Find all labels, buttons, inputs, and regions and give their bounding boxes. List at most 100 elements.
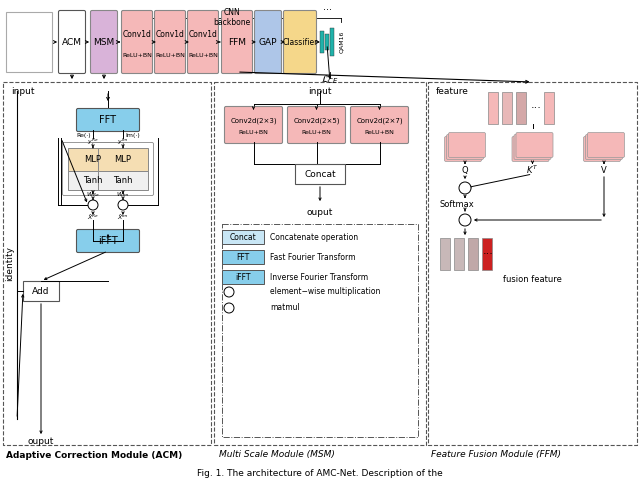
Text: ⊙: ⊙ <box>225 287 232 296</box>
FancyBboxPatch shape <box>514 134 551 160</box>
Text: ⊗: ⊗ <box>461 183 469 193</box>
Text: Feature Fusion Module (FFM): Feature Fusion Module (FFM) <box>431 450 561 459</box>
Text: element−wise multiplication: element−wise multiplication <box>270 287 380 296</box>
Circle shape <box>459 214 471 226</box>
Text: Softmax: Softmax <box>440 199 475 208</box>
Text: $W_{Re}$: $W_{Re}$ <box>86 191 100 199</box>
FancyBboxPatch shape <box>77 109 140 131</box>
Text: MLP: MLP <box>115 155 131 164</box>
Text: $y^{Im}$: $y^{Im}$ <box>117 137 129 147</box>
FancyBboxPatch shape <box>449 132 486 157</box>
Bar <box>325 34 329 50</box>
Text: iFFT: iFFT <box>98 236 118 246</box>
Text: $W_Q$: $W_Q$ <box>458 141 472 154</box>
Bar <box>502 92 512 124</box>
Text: MLP: MLP <box>84 155 102 164</box>
Text: ···: ··· <box>531 103 541 113</box>
Text: $\mathcal{L}_{CE}$: $\mathcal{L}_{CE}$ <box>321 74 339 87</box>
Text: input: input <box>11 87 35 96</box>
Bar <box>454 238 464 270</box>
Bar <box>320 31 324 53</box>
Text: ReLU+BN: ReLU+BN <box>301 130 332 135</box>
Text: Tanh: Tanh <box>83 176 103 185</box>
Bar <box>98 171 148 190</box>
Text: FFT: FFT <box>99 115 116 125</box>
Bar <box>222 270 264 284</box>
FancyBboxPatch shape <box>447 134 483 160</box>
Bar <box>544 92 554 124</box>
Text: MSM: MSM <box>93 37 115 46</box>
Text: FFT: FFT <box>236 252 250 261</box>
Circle shape <box>224 287 234 297</box>
Bar <box>222 250 264 264</box>
Text: Conv1d: Conv1d <box>123 30 152 39</box>
Text: Conv2d(2×7): Conv2d(2×7) <box>356 118 403 124</box>
Bar <box>482 238 492 270</box>
Text: Concat: Concat <box>304 170 336 178</box>
Text: ...: ... <box>323 2 332 12</box>
FancyBboxPatch shape <box>284 11 317 74</box>
Text: Multi Scale Module (MSM): Multi Scale Module (MSM) <box>219 450 335 459</box>
Text: Tanh: Tanh <box>113 176 132 185</box>
FancyBboxPatch shape <box>122 11 152 74</box>
Text: ACM: ACM <box>62 37 82 46</box>
FancyBboxPatch shape <box>588 132 625 157</box>
Text: ReLU+BN: ReLU+BN <box>365 130 394 135</box>
Circle shape <box>88 200 98 210</box>
Text: Conv1d: Conv1d <box>189 30 218 39</box>
Text: fusion feature: fusion feature <box>503 275 562 284</box>
FancyBboxPatch shape <box>287 107 346 143</box>
Text: Inverse Fourier Transform: Inverse Fourier Transform <box>270 272 368 282</box>
FancyBboxPatch shape <box>77 229 140 252</box>
Text: Fig. 1. The architecture of AMC-Net. Description of the: Fig. 1. The architecture of AMC-Net. Des… <box>197 469 443 478</box>
Text: Im(·): Im(·) <box>125 132 140 138</box>
FancyBboxPatch shape <box>586 134 623 160</box>
Text: FFM: FFM <box>228 37 246 46</box>
FancyBboxPatch shape <box>516 132 553 157</box>
Bar <box>440 238 450 270</box>
Text: ⊙: ⊙ <box>90 200 97 209</box>
Text: ReLU+BN: ReLU+BN <box>188 53 218 58</box>
Text: input: input <box>308 87 332 96</box>
FancyBboxPatch shape <box>225 107 282 143</box>
Text: Fast Fourier Transform: Fast Fourier Transform <box>270 252 355 261</box>
Bar <box>488 92 498 124</box>
Bar <box>222 230 264 244</box>
Text: $W_{Im}$: $W_{Im}$ <box>116 191 130 199</box>
Text: V: V <box>601 165 607 174</box>
Bar <box>295 164 345 184</box>
Bar <box>330 28 334 56</box>
Text: ⊙: ⊙ <box>120 200 127 209</box>
Text: iFFT: iFFT <box>236 272 251 282</box>
Text: ReLU+BN: ReLU+BN <box>155 53 185 58</box>
Circle shape <box>118 200 128 210</box>
Text: Q: Q <box>461 165 468 174</box>
Text: Concatenate operation: Concatenate operation <box>270 232 358 241</box>
Circle shape <box>459 182 471 194</box>
Text: $\hat{X}^{Im}$: $\hat{X}^{Im}$ <box>117 212 129 222</box>
FancyBboxPatch shape <box>351 107 408 143</box>
FancyBboxPatch shape <box>255 11 282 74</box>
Text: Re(·): Re(·) <box>76 132 91 138</box>
Text: GAP: GAP <box>259 37 277 46</box>
FancyBboxPatch shape <box>512 137 549 162</box>
FancyBboxPatch shape <box>154 11 186 74</box>
Circle shape <box>224 303 234 313</box>
Text: ouput: ouput <box>307 207 333 217</box>
Text: Adaptive Correction Module (ACM): Adaptive Correction Module (ACM) <box>6 450 182 459</box>
Text: Concat: Concat <box>230 232 257 241</box>
FancyBboxPatch shape <box>188 11 218 74</box>
Bar <box>468 238 478 270</box>
Text: $W_V$: $W_V$ <box>596 142 611 154</box>
FancyBboxPatch shape <box>58 11 86 74</box>
Text: Add: Add <box>32 286 50 295</box>
Text: Classifier: Classifier <box>282 37 317 46</box>
Text: ⊗: ⊗ <box>225 304 232 313</box>
Text: QAM16: QAM16 <box>339 31 344 53</box>
Bar <box>23 281 59 301</box>
Text: $y^{Re}$: $y^{Re}$ <box>87 137 99 147</box>
Text: Conv1d: Conv1d <box>156 30 184 39</box>
Text: feature: feature <box>436 87 469 96</box>
Bar <box>98 148 148 171</box>
Text: ReLU+BN: ReLU+BN <box>239 130 268 135</box>
